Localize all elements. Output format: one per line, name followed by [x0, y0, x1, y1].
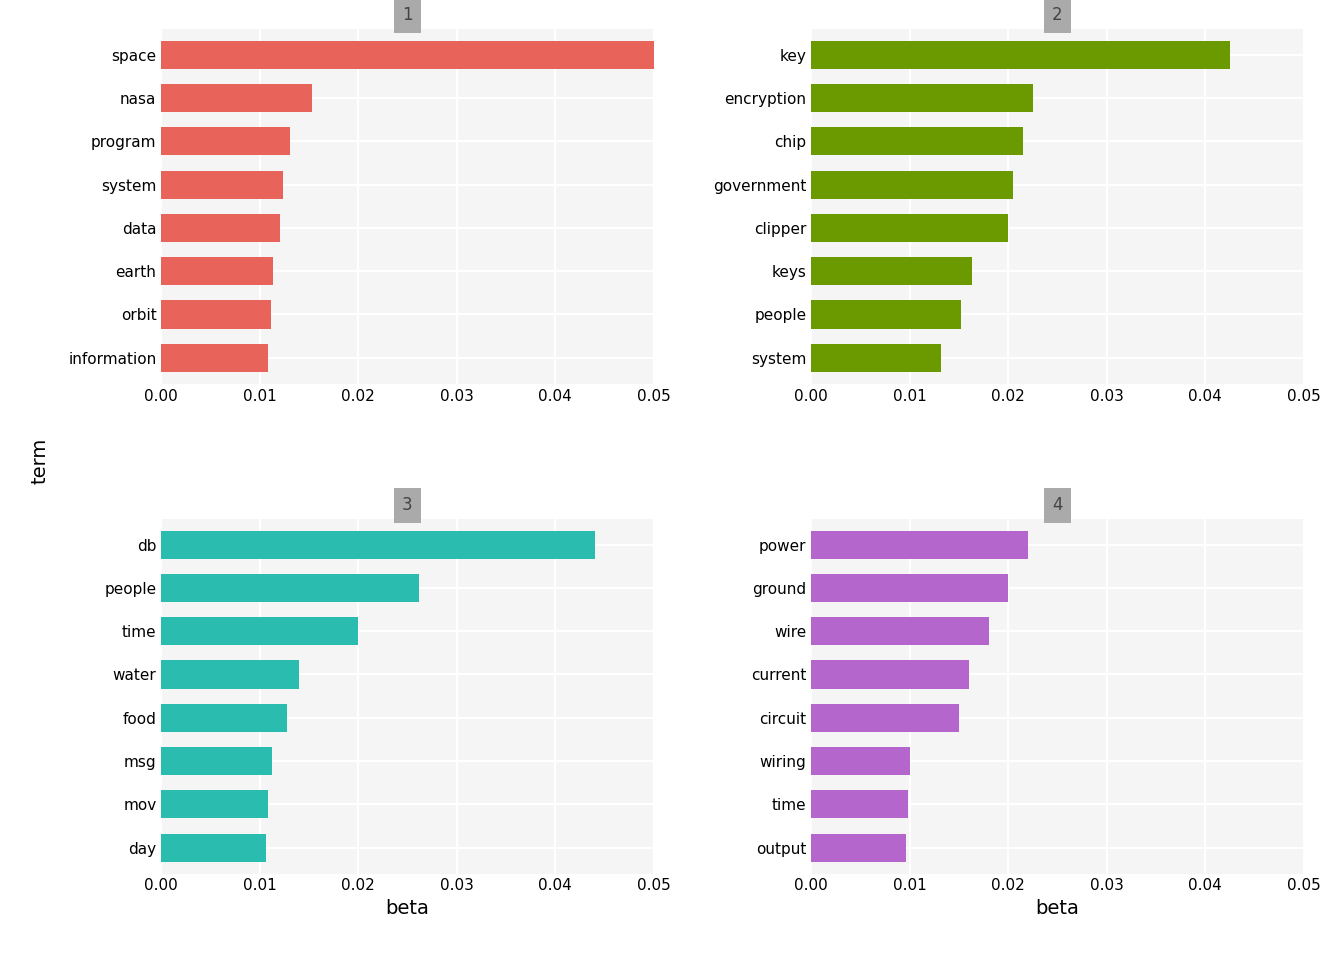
Bar — [161, 257, 273, 285]
Bar — [161, 833, 266, 862]
Text: term: term — [31, 438, 50, 484]
Bar — [161, 574, 419, 602]
Bar — [812, 171, 1013, 199]
Bar — [161, 704, 288, 732]
Bar — [812, 128, 1023, 156]
Bar — [812, 790, 907, 819]
Title: 1: 1 — [402, 7, 413, 24]
Bar — [161, 617, 359, 645]
Bar — [161, 531, 594, 559]
Bar — [812, 704, 960, 732]
Bar — [161, 660, 300, 688]
Bar — [812, 617, 989, 645]
Bar — [161, 40, 656, 69]
Bar — [161, 214, 281, 242]
Bar — [812, 574, 1008, 602]
Bar — [812, 833, 906, 862]
Bar — [812, 660, 969, 688]
X-axis label: beta: beta — [1035, 899, 1079, 918]
Bar — [161, 84, 312, 112]
Bar — [812, 531, 1028, 559]
X-axis label: beta: beta — [386, 899, 430, 918]
Bar — [812, 257, 972, 285]
Bar — [812, 40, 1230, 69]
Bar — [161, 790, 267, 819]
Bar — [812, 344, 941, 372]
Bar — [161, 300, 270, 328]
Bar — [812, 300, 961, 328]
Bar — [812, 214, 1008, 242]
Bar — [161, 128, 290, 156]
Bar — [812, 747, 910, 775]
Title: 4: 4 — [1052, 496, 1063, 515]
Title: 3: 3 — [402, 496, 413, 515]
Bar — [812, 84, 1032, 112]
Title: 2: 2 — [1052, 7, 1063, 24]
Bar — [161, 171, 284, 199]
Bar — [161, 747, 271, 775]
Bar — [161, 344, 267, 372]
